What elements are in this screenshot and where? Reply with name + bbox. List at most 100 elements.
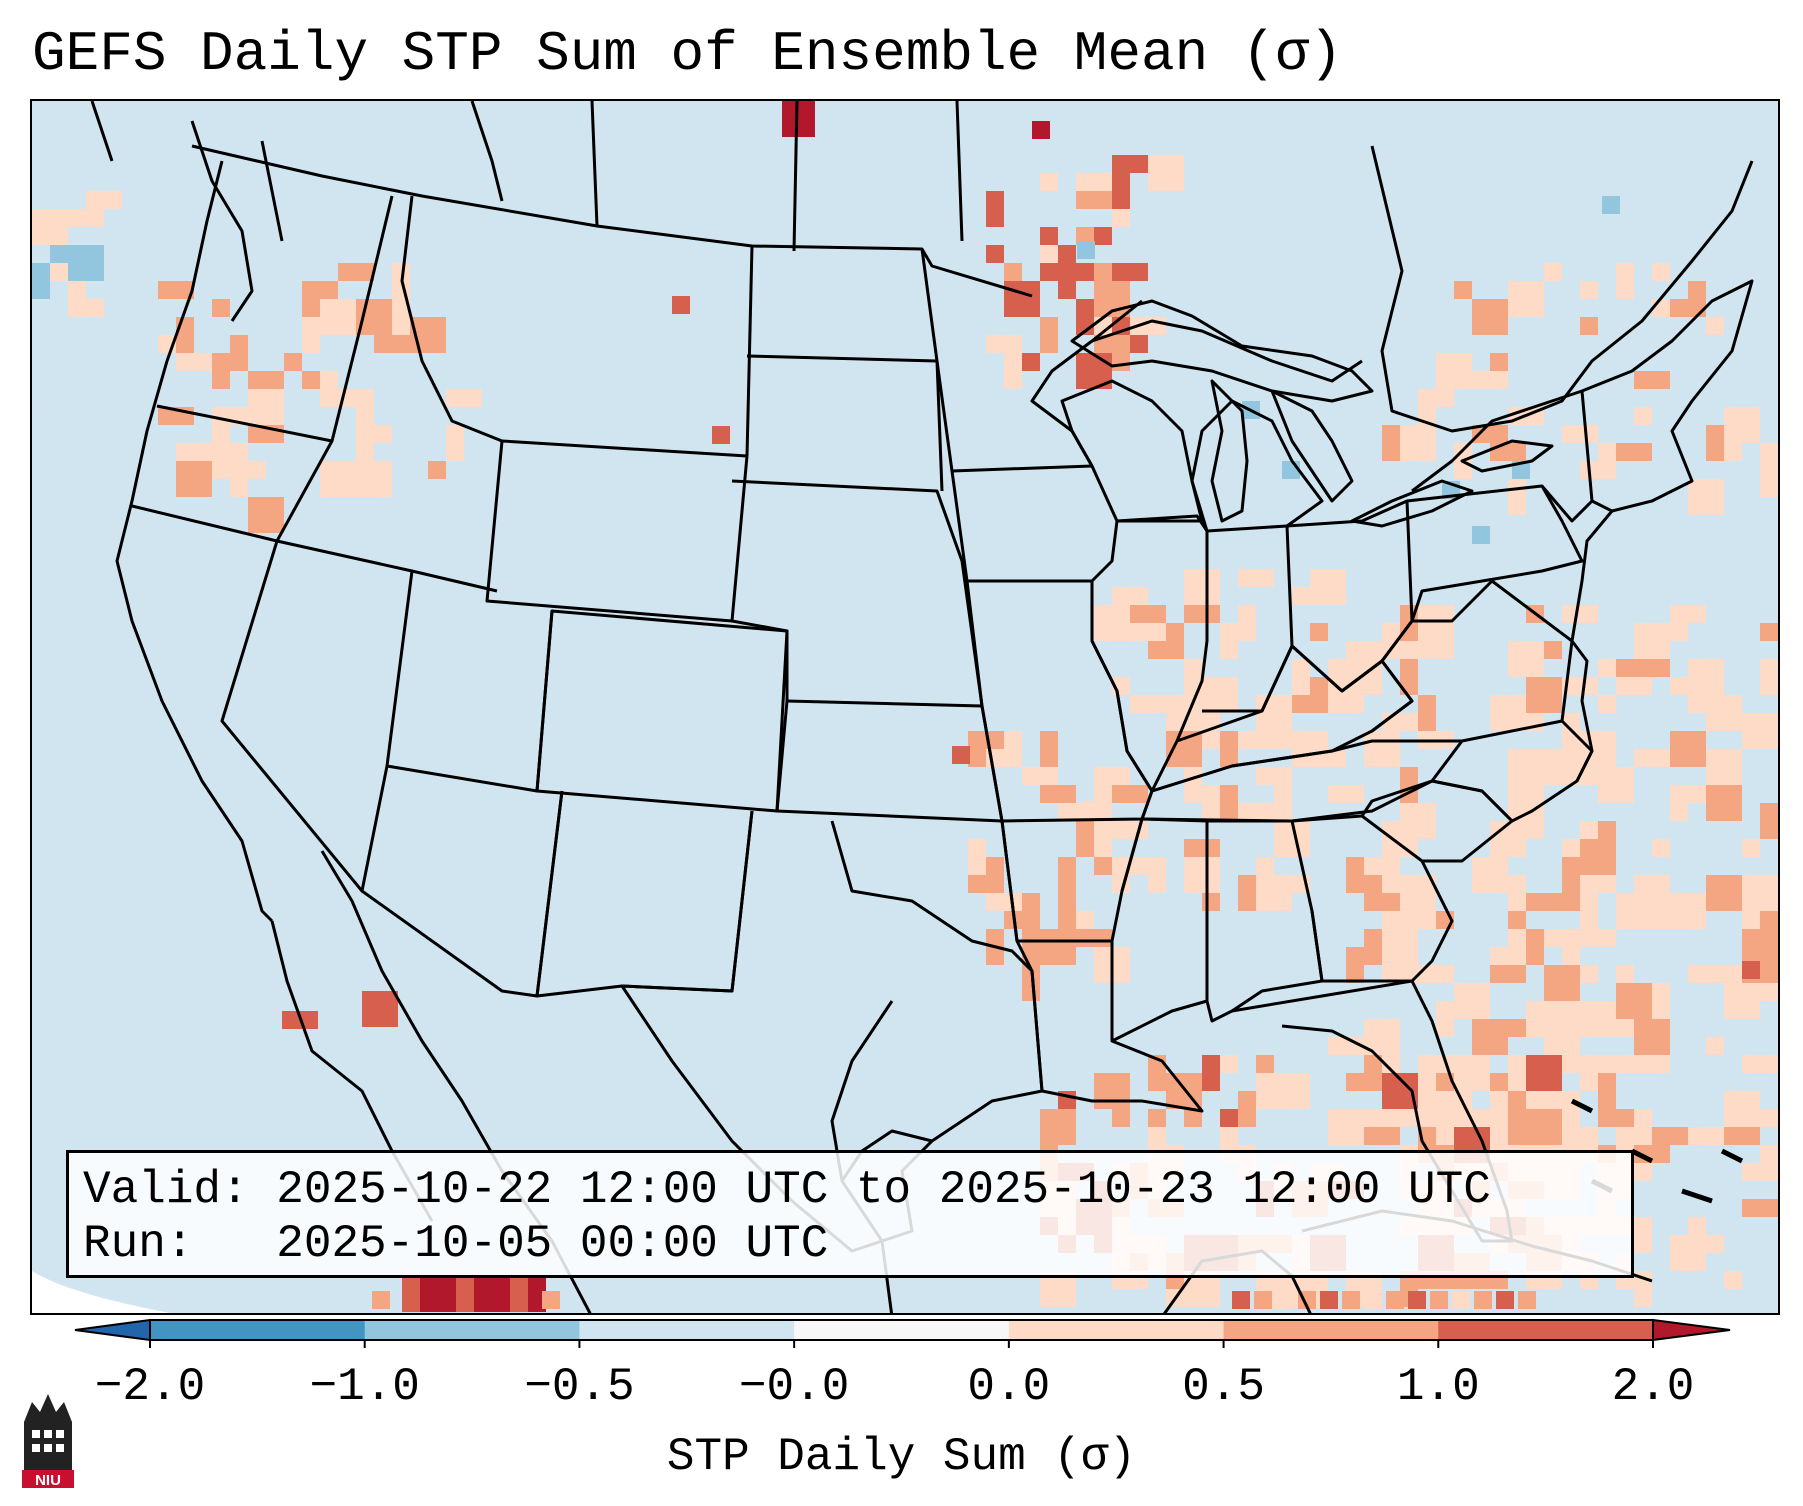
- anomaly-cell: [1232, 1291, 1250, 1309]
- anomaly-cell: [1490, 821, 1526, 857]
- anomaly-cell: [1724, 1127, 1760, 1145]
- anomaly-cell: [230, 335, 248, 353]
- anomaly-cell: [1778, 605, 1780, 623]
- ms-border: [1111, 817, 1209, 1043]
- la-border: [1015, 940, 1204, 1113]
- anomaly-cell: [392, 299, 410, 335]
- anomaly-cell: [1436, 389, 1454, 407]
- anomaly-cell: [1310, 623, 1328, 641]
- anomaly-cell: [1598, 695, 1616, 713]
- anomaly-cell: [230, 479, 248, 497]
- anomaly-cell: [1040, 173, 1058, 191]
- anomaly-cell: [1112, 821, 1148, 839]
- anomaly-cell: [1602, 196, 1620, 214]
- anomaly-cell: [1454, 1073, 1472, 1109]
- canada-north-3: [792, 101, 799, 252]
- anomaly-cell: [1508, 767, 1544, 803]
- id-mt-border: [400, 195, 503, 443]
- anomaly-cell: [1526, 929, 1544, 965]
- valid-run-info-box: Valid: 2025-10-22 12:00 UTC to 2025-10-2…: [66, 1150, 1634, 1278]
- canada-north-4: [955, 101, 964, 242]
- anomaly-cell: [68, 245, 86, 281]
- anomaly-cell: [320, 461, 356, 497]
- anomaly-cell: [1580, 281, 1598, 299]
- anomaly-cell: [1760, 659, 1778, 677]
- ga-border: [1291, 814, 1454, 983]
- anomaly-cell: [1706, 317, 1724, 335]
- anomaly-cell: [50, 245, 68, 263]
- anomaly-cell: [1040, 317, 1058, 353]
- anomaly-cell: [1778, 785, 1780, 803]
- atlantic-coast: [1570, 510, 1614, 782]
- anomaly-cell: [1058, 263, 1094, 281]
- anomaly-cell: [1436, 353, 1472, 389]
- colorbar-bin: [579, 1320, 795, 1340]
- anomaly-cell: [1342, 1291, 1360, 1309]
- anomaly-cell: [1256, 1073, 1274, 1109]
- anomaly-cell: [1112, 857, 1130, 875]
- canada-line-east: [1370, 145, 1754, 433]
- anomaly-cell: [1094, 857, 1112, 875]
- anomaly-cell: [1112, 191, 1130, 209]
- anomaly-cell: [1490, 353, 1508, 371]
- anomaly-cell: [1778, 263, 1780, 281]
- ny-border: [1411, 389, 1594, 523]
- anomaly-cell: [1418, 605, 1454, 623]
- anomaly-cell: [1418, 695, 1436, 731]
- anomaly-cell: [986, 191, 1004, 227]
- anomaly-cell: [1670, 299, 1706, 317]
- anomaly-cell: [1652, 1127, 1688, 1145]
- anomaly-cell: [356, 425, 392, 443]
- anomaly-cell: [338, 389, 374, 407]
- anomaly-cell: [1292, 587, 1328, 605]
- anomaly-cell: [86, 191, 122, 209]
- anomaly-cell: [1598, 1109, 1634, 1127]
- anomaly-cell: [284, 353, 302, 371]
- anomaly-cell: [1562, 1037, 1580, 1055]
- anomaly-cell: [492, 1276, 510, 1312]
- anomaly-cell: [420, 1276, 438, 1312]
- anomaly-cell: [68, 299, 86, 317]
- anomaly-cell: [1760, 623, 1778, 641]
- anomaly-cell: [1778, 317, 1780, 335]
- anomaly-cell: [1058, 893, 1076, 929]
- anomaly-cell: [1202, 1271, 1220, 1307]
- anomaly-cell: [1778, 605, 1780, 641]
- mt-nd-border: [745, 245, 754, 457]
- mi-upper: [1091, 319, 1363, 383]
- colorbar-bin: [364, 1320, 580, 1340]
- anomaly-cell: [1238, 1091, 1256, 1109]
- anomaly-cell: [1490, 965, 1526, 983]
- anomaly-cell: [1256, 731, 1292, 749]
- anomaly-cell: [320, 299, 356, 335]
- colorbar-bin: [1223, 1320, 1439, 1340]
- anomaly-cell: [1040, 1109, 1076, 1145]
- anomaly-cell: [1400, 425, 1436, 461]
- anomaly-cell: [1742, 961, 1760, 979]
- anomaly-cell: [212, 353, 248, 371]
- us-canada-border: [191, 144, 1033, 298]
- anomaly-cell: [1077, 241, 1095, 259]
- anomaly-cell: [1058, 857, 1076, 893]
- colorbar-bins: [150, 1320, 1654, 1340]
- anomaly-cell: [1328, 695, 1364, 713]
- anomaly-cell: [542, 1291, 560, 1309]
- anomaly-cell: [1408, 1291, 1426, 1309]
- anomaly-cell: [1184, 767, 1202, 803]
- colorbar-extend-low: [74, 1318, 151, 1342]
- ca-nv-border: [220, 540, 364, 892]
- anomaly-cell: [320, 371, 338, 407]
- anomaly-cell: [248, 389, 284, 425]
- anomaly-cell: [1040, 227, 1058, 245]
- mt-wy-border: [501, 439, 748, 458]
- anomaly-cell: [1526, 281, 1544, 317]
- logo-text: NIU: [35, 1472, 61, 1488]
- anomaly-cell: [1328, 1037, 1364, 1055]
- anomaly-cell: [1562, 425, 1598, 443]
- colorbar-tick-label: −0.0: [738, 1361, 850, 1413]
- anomaly-cell: [68, 209, 104, 227]
- anomaly-cell: [1670, 731, 1688, 767]
- anomaly-cell: [1022, 929, 1058, 965]
- anomaly-cell: [1382, 911, 1400, 947]
- anomaly-cell: [1760, 461, 1778, 497]
